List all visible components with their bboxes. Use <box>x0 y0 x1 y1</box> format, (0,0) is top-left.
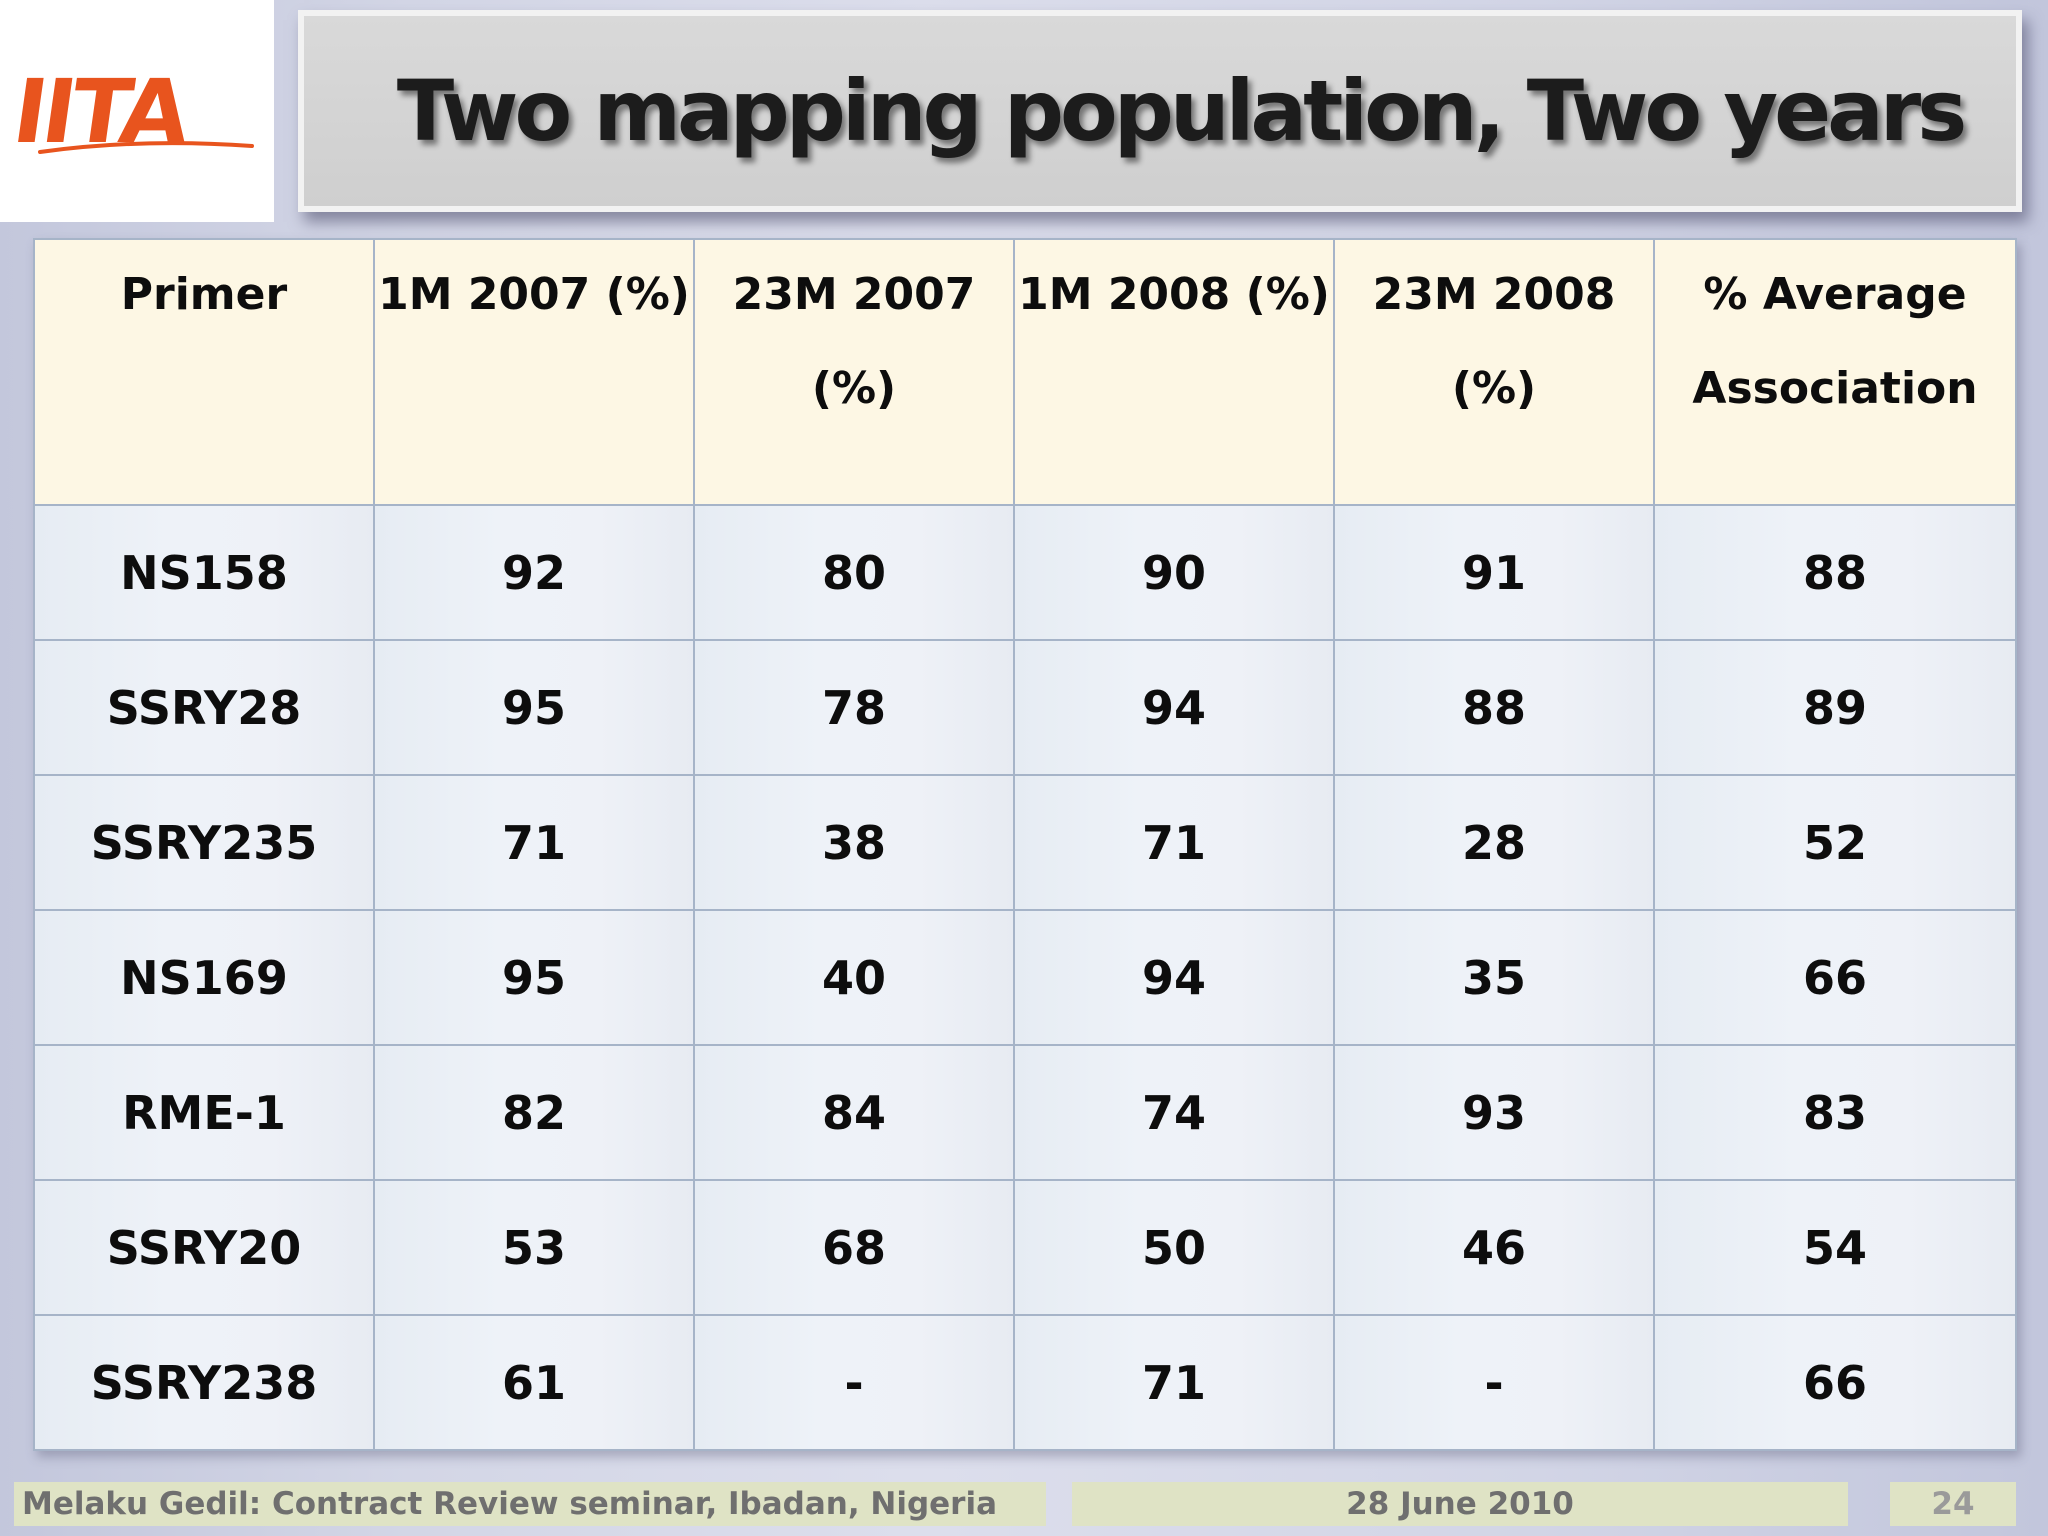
primer-cell: RME-1 <box>33 1044 375 1181</box>
value-cell: 94 <box>1013 909 1335 1046</box>
table-row: NS158 92 80 90 91 88 <box>33 504 2017 641</box>
header-1m-2007: 1M 2007 (%) <box>373 238 695 506</box>
value-cell: 90 <box>1013 504 1335 641</box>
value-cell: 71 <box>373 774 695 911</box>
value-cell: 71 <box>1013 774 1335 911</box>
table-row: NS169 95 40 94 35 66 <box>33 909 2017 1046</box>
value-cell: 40 <box>693 909 1015 1046</box>
value-cell: 91 <box>1333 504 1655 641</box>
header-1m-2008: 1M 2008 (%) <box>1013 238 1335 506</box>
primer-cell: SSRY238 <box>33 1314 375 1451</box>
value-cell: 95 <box>373 639 695 776</box>
value-cell: 35 <box>1333 909 1655 1046</box>
value-cell: 78 <box>693 639 1015 776</box>
table-row: RME-1 82 84 74 93 83 <box>33 1044 2017 1181</box>
table-row: SSRY28 95 78 94 88 89 <box>33 639 2017 776</box>
table-row: SSRY238 61 - 71 - 66 <box>33 1314 2017 1451</box>
average-cell: 83 <box>1653 1044 2017 1181</box>
value-cell: 50 <box>1013 1179 1335 1316</box>
header-line: 23M 2008 <box>1372 269 1616 320</box>
value-cell: 84 <box>693 1044 1015 1181</box>
iita-logo-mark: IITA <box>7 60 254 163</box>
results-table: Primer 1M 2007 (%) 23M 2007 (%) 1M 2008 … <box>33 238 2017 1451</box>
value-cell: 80 <box>693 504 1015 641</box>
header-23m-2007: 23M 2007 (%) <box>693 238 1015 506</box>
primer-cell: SSRY20 <box>33 1179 375 1316</box>
header-line: 1M 2008 (%) <box>1018 269 1330 320</box>
header-line: 23M 2007 <box>732 269 976 320</box>
average-cell: 88 <box>1653 504 2017 641</box>
table-row: SSRY20 53 68 50 46 54 <box>33 1179 2017 1316</box>
table-header-row: Primer 1M 2007 (%) 23M 2007 (%) 1M 2008 … <box>33 238 2017 506</box>
value-cell: 53 <box>373 1179 695 1316</box>
title-bar: Two mapping population, Two years <box>298 10 2022 212</box>
average-cell: 66 <box>1653 909 2017 1046</box>
header-line: Association <box>1692 363 1978 414</box>
value-cell: 93 <box>1333 1044 1655 1181</box>
header-23m-2008: 23M 2008 (%) <box>1333 238 1655 506</box>
value-cell: 38 <box>693 774 1015 911</box>
header-line: (%) <box>1451 363 1537 414</box>
header-line: % Average <box>1703 269 1967 320</box>
primer-cell: NS158 <box>33 504 375 641</box>
logo-swoosh <box>38 141 254 154</box>
value-cell: - <box>693 1314 1015 1451</box>
footer-author: Melaku Gedil: Contract Review seminar, I… <box>14 1482 1046 1526</box>
value-cell: 95 <box>373 909 695 1046</box>
header-line: Primer <box>120 269 288 320</box>
average-cell: 66 <box>1653 1314 2017 1451</box>
average-cell: 54 <box>1653 1179 2017 1316</box>
value-cell: 46 <box>1333 1179 1655 1316</box>
value-cell: 61 <box>373 1314 695 1451</box>
primer-cell: SSRY235 <box>33 774 375 911</box>
value-cell: 28 <box>1333 774 1655 911</box>
value-cell: 94 <box>1013 639 1335 776</box>
footer-page-number: 24 <box>1890 1482 2016 1526</box>
primer-cell: NS169 <box>33 909 375 1046</box>
header-line: (%) <box>811 363 897 414</box>
average-cell: 89 <box>1653 639 2017 776</box>
value-cell: 92 <box>373 504 695 641</box>
slide-title: Two mapping population, Two years <box>396 62 1967 160</box>
primer-cell: SSRY28 <box>33 639 375 776</box>
value-cell: 74 <box>1013 1044 1335 1181</box>
table-row: SSRY235 71 38 71 28 52 <box>33 774 2017 911</box>
value-cell: - <box>1333 1314 1655 1451</box>
value-cell: 68 <box>693 1179 1015 1316</box>
iita-logo: IITA <box>0 0 274 222</box>
header-average-association: % Average Association <box>1653 238 2017 506</box>
value-cell: 88 <box>1333 639 1655 776</box>
average-cell: 52 <box>1653 774 2017 911</box>
header-line: 1M 2007 (%) <box>378 269 690 320</box>
footer-date: 28 June 2010 <box>1072 1482 1848 1526</box>
header-primer: Primer <box>33 238 375 506</box>
value-cell: 71 <box>1013 1314 1335 1451</box>
value-cell: 82 <box>373 1044 695 1181</box>
